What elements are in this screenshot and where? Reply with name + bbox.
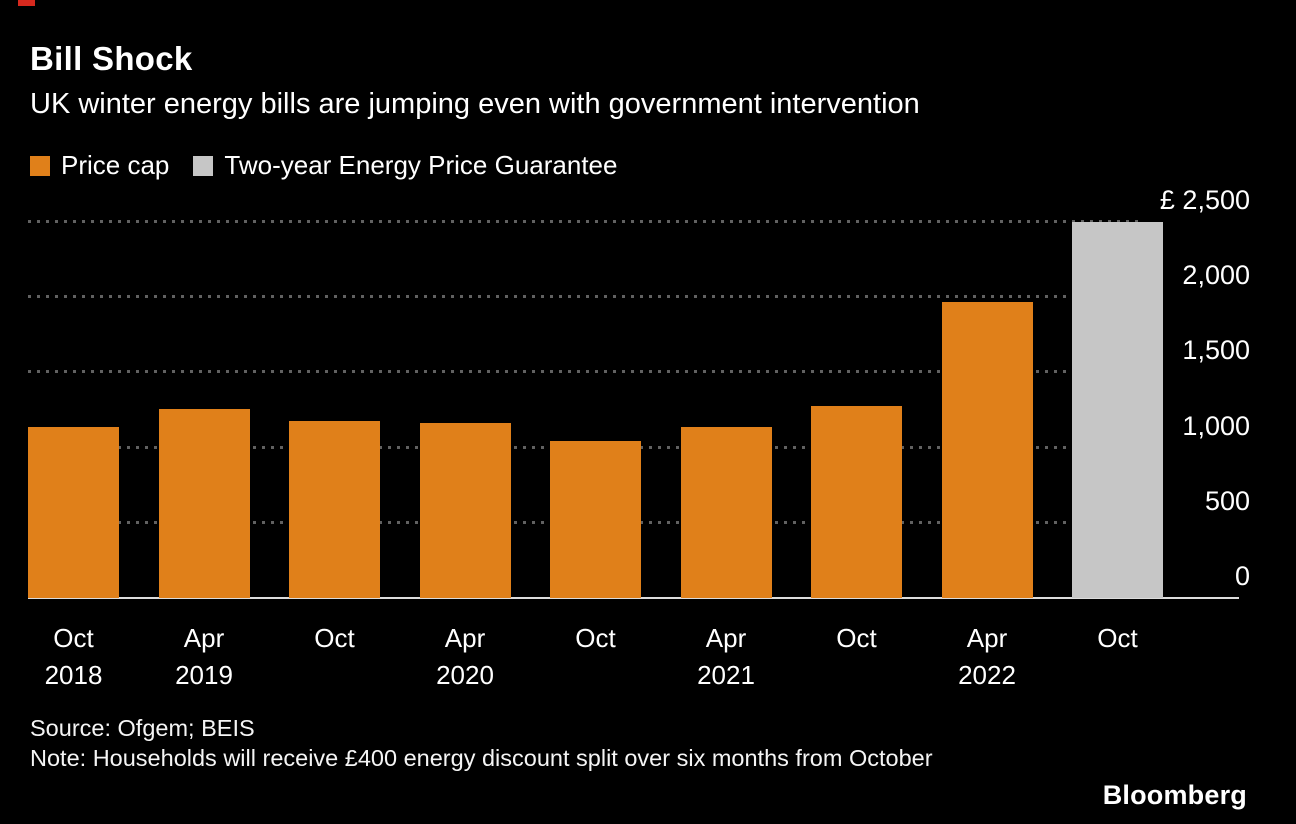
chart-title: Bill Shock bbox=[30, 40, 193, 77]
x-tick-year: 2020 bbox=[436, 660, 494, 690]
bar-oct-2020 bbox=[550, 441, 641, 598]
bar-apr-2019 bbox=[158, 409, 250, 598]
legend-label: Price cap bbox=[61, 150, 170, 180]
x-axis-label: Oct bbox=[530, 620, 662, 657]
x-tick-month: Oct bbox=[575, 623, 616, 653]
x-axis-label: Apr 2021 bbox=[660, 620, 792, 694]
y-axis-label: 500 bbox=[1204, 485, 1250, 516]
x-axis-label: Apr 2019 bbox=[138, 620, 270, 694]
bar-oct-2018 bbox=[28, 427, 119, 598]
x-axis-label: Apr 2022 bbox=[921, 620, 1053, 694]
bar-apr-2020 bbox=[419, 423, 511, 598]
x-axis-label: Oct bbox=[1052, 620, 1184, 657]
bar-oct-2019 bbox=[289, 421, 380, 598]
x-tick-year: 2018 bbox=[44, 660, 103, 690]
legend-swatch bbox=[30, 155, 50, 176]
legend: Price cap Two-year Energy Price Guarantee bbox=[30, 150, 617, 181]
x-tick-month: Apr bbox=[444, 623, 486, 653]
y-axis-label: 1,000 bbox=[1182, 410, 1250, 441]
footer: Source: Ofgem; BEIS Note: Households wil… bbox=[30, 713, 933, 773]
source-text: Source: Ofgem; BEIS bbox=[30, 715, 255, 741]
x-axis-label: Apr 2020 bbox=[399, 620, 531, 694]
y-axis-label: £ 2,500 bbox=[1159, 185, 1250, 215]
x-axis-label: Oct 2018 bbox=[8, 620, 140, 694]
bar-apr-2021 bbox=[680, 427, 772, 598]
x-tick-month: Oct bbox=[1097, 623, 1138, 653]
x-tick-month: Apr bbox=[966, 623, 1008, 653]
x-tick-month: Apr bbox=[183, 623, 225, 653]
y-axis-label: 0 bbox=[1234, 561, 1250, 591]
x-axis-line bbox=[28, 597, 1239, 599]
x-tick-month: Oct bbox=[314, 623, 355, 653]
chart-subtitle: UK winter energy bills are jumping even … bbox=[30, 88, 920, 120]
note-text: Note: Households will receive £400 energ… bbox=[30, 745, 933, 771]
x-tick-month: Oct bbox=[836, 623, 877, 653]
legend-label: Two-year Energy Price Guarantee bbox=[224, 150, 618, 180]
gridline-2000 bbox=[28, 295, 1142, 299]
x-axis-label: Oct bbox=[791, 620, 923, 657]
bar-oct-2022 bbox=[1072, 222, 1163, 598]
bar-oct-2021 bbox=[811, 406, 902, 598]
bloomberg-logo: Bloomberg bbox=[1102, 780, 1247, 810]
bar-apr-2022 bbox=[941, 302, 1033, 598]
x-tick-month: Oct bbox=[53, 623, 94, 653]
y-axis-label: 1,500 bbox=[1182, 335, 1250, 366]
x-tick-month: Apr bbox=[705, 623, 747, 653]
legend-swatch bbox=[193, 155, 214, 176]
x-tick-year: 2019 bbox=[175, 660, 233, 690]
y-axis-label: 2,000 bbox=[1182, 260, 1250, 291]
red-accent-mark bbox=[18, 0, 35, 6]
gridline-2500 bbox=[28, 220, 1142, 223]
x-tick-year: 2022 bbox=[958, 660, 1016, 690]
gridline-1500 bbox=[28, 370, 1142, 374]
legend-item-0: Price cap bbox=[30, 150, 169, 181]
legend-item-1: Two-year Energy Price Guarantee bbox=[193, 150, 617, 181]
x-axis-label: Oct bbox=[269, 620, 401, 657]
x-tick-year: 2021 bbox=[697, 660, 755, 690]
